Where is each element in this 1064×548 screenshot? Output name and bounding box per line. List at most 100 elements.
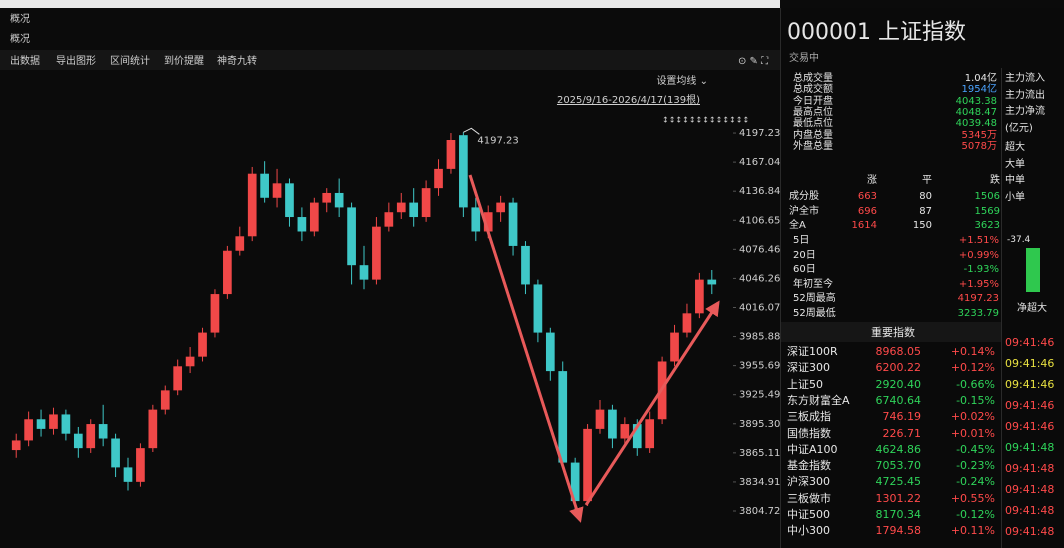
stat-value: 4048.47: [955, 106, 997, 118]
index-change: -0.66%: [956, 377, 995, 391]
index-name: 基金指数: [787, 459, 831, 473]
y-tick-label: 3895.30: [739, 419, 780, 430]
flow-label: 主力净流: [1005, 106, 1045, 117]
y-tick-label: 3865.11: [739, 448, 780, 459]
index-change: -0.23%: [956, 459, 995, 473]
candle-body: [36, 419, 46, 429]
stat-label: 今日开盘: [793, 95, 833, 107]
index-value: 6740.64: [875, 393, 922, 407]
breadth-value: 1614: [851, 220, 877, 231]
index-value: 746.19: [882, 410, 922, 424]
candle-body: [210, 294, 220, 333]
chart-area: 概况 概况 设置均线 ⌄ 2025/9/16-2026/4/17(139根) ↕…: [0, 0, 780, 548]
candle-body: [446, 139, 456, 169]
y-tick-label: 3834.91: [739, 477, 780, 488]
return-value: +1.95%: [958, 278, 999, 290]
y-tick-label: 3804.72: [739, 506, 780, 517]
breadth-label: 沪全市: [789, 205, 819, 217]
tick-time: 09:41:46: [1005, 357, 1055, 370]
annotation-leader: [463, 127, 480, 135]
breadth-value: 1506: [974, 191, 1000, 202]
candle-body: [247, 173, 257, 237]
tick-time: 09:41:46: [1005, 399, 1055, 412]
index-value: 8170.34: [875, 508, 922, 521]
candle-body: [608, 409, 617, 439]
index-change: +0.01%: [950, 426, 995, 440]
index-value: 1794.58: [875, 524, 922, 538]
tick-time: 09:41:46: [1005, 336, 1055, 349]
toolbar-button: 导出图形: [56, 54, 96, 67]
stat-value: 4043.38: [955, 95, 997, 107]
index-change: +0.14%: [950, 345, 995, 358]
candle-body: [136, 448, 145, 482]
return-label: 5日: [793, 235, 810, 246]
candle-body: [49, 414, 58, 429]
index-value: 2920.40: [875, 377, 922, 391]
quote-title: 000001 上证指数: [787, 20, 966, 45]
breadth-head: 跌: [990, 175, 1000, 186]
stat-label: 最低点位: [793, 118, 833, 130]
candle-body: [434, 168, 443, 189]
y-tick-label: 3955.69: [739, 361, 780, 372]
candle-body: [61, 414, 71, 434]
candle-body: [123, 467, 133, 482]
candle-body: [632, 424, 642, 449]
y-tick-label: 4197.23: [739, 128, 780, 139]
breadth-value: 1569: [974, 205, 1000, 217]
flow-label: 主力流入: [1005, 73, 1045, 84]
candle-body: [322, 192, 332, 203]
index-change: -0.24%: [956, 475, 995, 489]
breadth-label: 全A: [789, 220, 806, 231]
breadth-value: 3623: [974, 220, 1000, 231]
icon[interactable]: ⊙ ✎ ⛶: [738, 56, 769, 67]
breadth-value: 150: [912, 220, 932, 231]
stat-value: 1954亿: [961, 84, 997, 96]
index-name: 三板做市: [787, 491, 831, 505]
candle-body: [583, 428, 592, 502]
candle-body: [421, 188, 431, 218]
tick-time: 09:41:48: [1005, 441, 1055, 454]
index-name: 国债指数: [787, 426, 831, 440]
return-value: +0.99%: [958, 249, 999, 261]
candle-body: [570, 462, 580, 502]
flow-label: 大单: [1005, 158, 1025, 170]
candle-body: [359, 265, 369, 280]
candle-body: [309, 202, 319, 232]
candle-body: [558, 371, 568, 463]
chart-bg: [0, 8, 780, 548]
tick-time: 09:41:46: [1005, 378, 1055, 391]
y-tick-label: 4106.65: [739, 215, 780, 226]
flow-label: 超大: [1005, 142, 1025, 153]
peak-annotation: 4197.23: [477, 135, 518, 146]
tick-time: 09:41:48: [1005, 483, 1055, 496]
tab[interactable]: 概况: [10, 32, 30, 45]
index-name: 上证50: [787, 377, 823, 391]
candle-body: [409, 202, 419, 218]
return-value: +1.51%: [958, 235, 999, 246]
breadth-head: 涨: [867, 175, 877, 186]
y-tick-label: 4076.46: [739, 244, 780, 255]
ma-setting[interactable]: 设置均线 ⌄: [656, 74, 708, 87]
tick-time: 09:41:48: [1005, 462, 1055, 475]
index-header: 重要指数: [871, 326, 915, 339]
index-change: -0.12%: [956, 508, 995, 521]
return-label: 52周最高: [793, 293, 836, 304]
index-value: 226.71: [882, 426, 922, 440]
return-value: 3233.79: [957, 307, 999, 319]
candle-body: [545, 332, 555, 372]
index-value: 8968.05: [875, 345, 922, 358]
flow-label: (亿元): [1005, 122, 1033, 134]
candle-body: [620, 424, 630, 439]
candle-body: [73, 433, 83, 449]
tick-time: 09:41:48: [1005, 525, 1055, 538]
toolbar-bg: [0, 50, 780, 70]
tab[interactable]: 概况: [10, 12, 30, 25]
return-label: 52周最低: [793, 307, 836, 319]
breadth-value: 87: [919, 205, 932, 217]
index-name: 中证500: [787, 508, 830, 521]
candle-body: [111, 438, 120, 468]
breadth-label: 成分股: [789, 191, 819, 202]
candle-body: [483, 212, 493, 232]
candle-body: [521, 245, 530, 285]
return-label: 20日: [793, 249, 816, 261]
